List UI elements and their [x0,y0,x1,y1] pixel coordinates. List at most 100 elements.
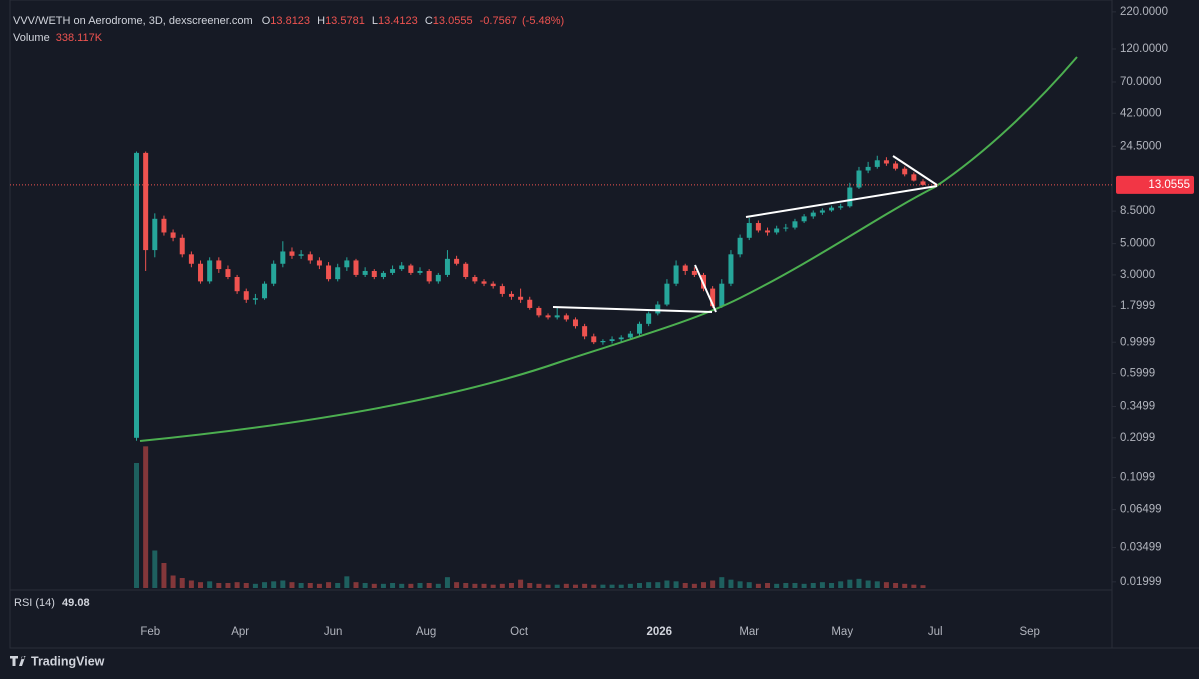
plot-frame [9,0,1113,649]
last-price-label: 13.0555 [1148,179,1190,191]
trend-line [552,306,713,313]
candle-body [774,228,780,233]
candle-body [646,313,652,324]
volume-bar [444,577,450,588]
candle-body [170,232,176,238]
candle-body [344,260,350,268]
candle-body [143,152,149,251]
volume-bar [618,584,624,588]
candle-body [545,315,551,318]
candle-body [316,260,322,266]
volume-bar [271,581,277,588]
brand: TradingView [10,654,105,668]
legend-label: C [425,15,433,27]
volume-bar [783,583,789,588]
volume-bar [627,583,633,588]
brand-name: TradingView [31,654,105,668]
candle-body [399,265,405,270]
volume-bar [737,581,743,588]
candle-body [179,237,185,255]
volume-bar [728,579,734,588]
candle-body [563,315,569,320]
volume-bar [499,583,505,588]
y-tick-label: 1.7999 [1120,300,1155,312]
y-tick-label: 0.03499 [1120,542,1162,554]
legend-value: 338.117K [56,32,103,44]
volume-bar [353,582,359,588]
y-tick-label: 70.0000 [1120,76,1162,88]
volume-bar [490,584,496,588]
trend-lines [552,155,938,313]
volume-bar [481,583,487,588]
candles [134,151,926,441]
candle-body [911,174,917,181]
legend-label: H [317,15,325,27]
candle-body [353,260,359,275]
candle-body [691,270,697,275]
candle-body [262,283,268,299]
legend-value: 13.4123 [378,15,418,27]
candle-body [600,341,606,343]
candle-body [508,293,514,297]
candle-body [463,263,469,278]
y-tick-label: 0.9999 [1120,336,1155,348]
candle-body [234,277,240,292]
candle-body [481,281,487,284]
volume-bar [801,583,807,588]
candle-body [847,187,853,207]
volume-bar [527,583,533,588]
trend-curve [139,56,1078,442]
volume-bar [289,582,295,588]
y-tick-label: 0.06499 [1120,504,1162,516]
candle-body [307,254,313,261]
legend-value: 13.8123 [270,15,310,27]
volume-bar [902,583,908,588]
x-tick-label: Oct [510,626,529,638]
y-tick-label: 0.3499 [1120,401,1155,413]
trend-line [694,264,717,313]
x-tick-label: May [831,626,853,638]
legend-label: L [372,15,378,27]
volume-bar [856,578,862,588]
candle-body [380,272,386,278]
volume-bar [591,584,597,588]
candle-body [893,163,899,169]
volume-bar [838,581,844,588]
candle-body [572,319,578,327]
x-tick-label: Sep [1019,626,1039,638]
volume-bar [911,584,917,588]
legend-value: 13.0555 [433,15,473,27]
candle-body [198,263,204,282]
volume-bar [170,575,176,588]
y-tick-label: 0.1099 [1120,471,1155,483]
candle-body [536,307,542,316]
candle-body [618,337,624,340]
x-tick-label: Feb [140,626,160,638]
volume-bar [152,550,158,588]
candle-body [435,274,441,282]
candle-body [710,288,716,307]
candle-body [838,206,844,208]
candle-body [636,323,642,334]
candle-body [902,168,908,175]
volume-bar [765,583,771,588]
legend-label: Volume [13,32,50,44]
candle-body [682,265,688,271]
volume-bar [252,583,258,588]
volume-bar [243,583,249,588]
volume-bar [280,580,286,588]
volume-bar [298,583,304,588]
candle-body [920,181,926,185]
volume-bar [417,583,423,588]
volume-bar [664,580,670,588]
volume-bar [554,584,560,588]
x-tick-label: Mar [739,626,759,638]
volume-bar [362,583,368,588]
volume-bar [399,583,405,588]
legend-change-pct: (-5.48%) [522,15,564,27]
candle-body [454,258,460,264]
volume-bar [188,580,194,588]
legend-value: 13.5781 [325,15,365,27]
legend-label: O [262,15,271,27]
